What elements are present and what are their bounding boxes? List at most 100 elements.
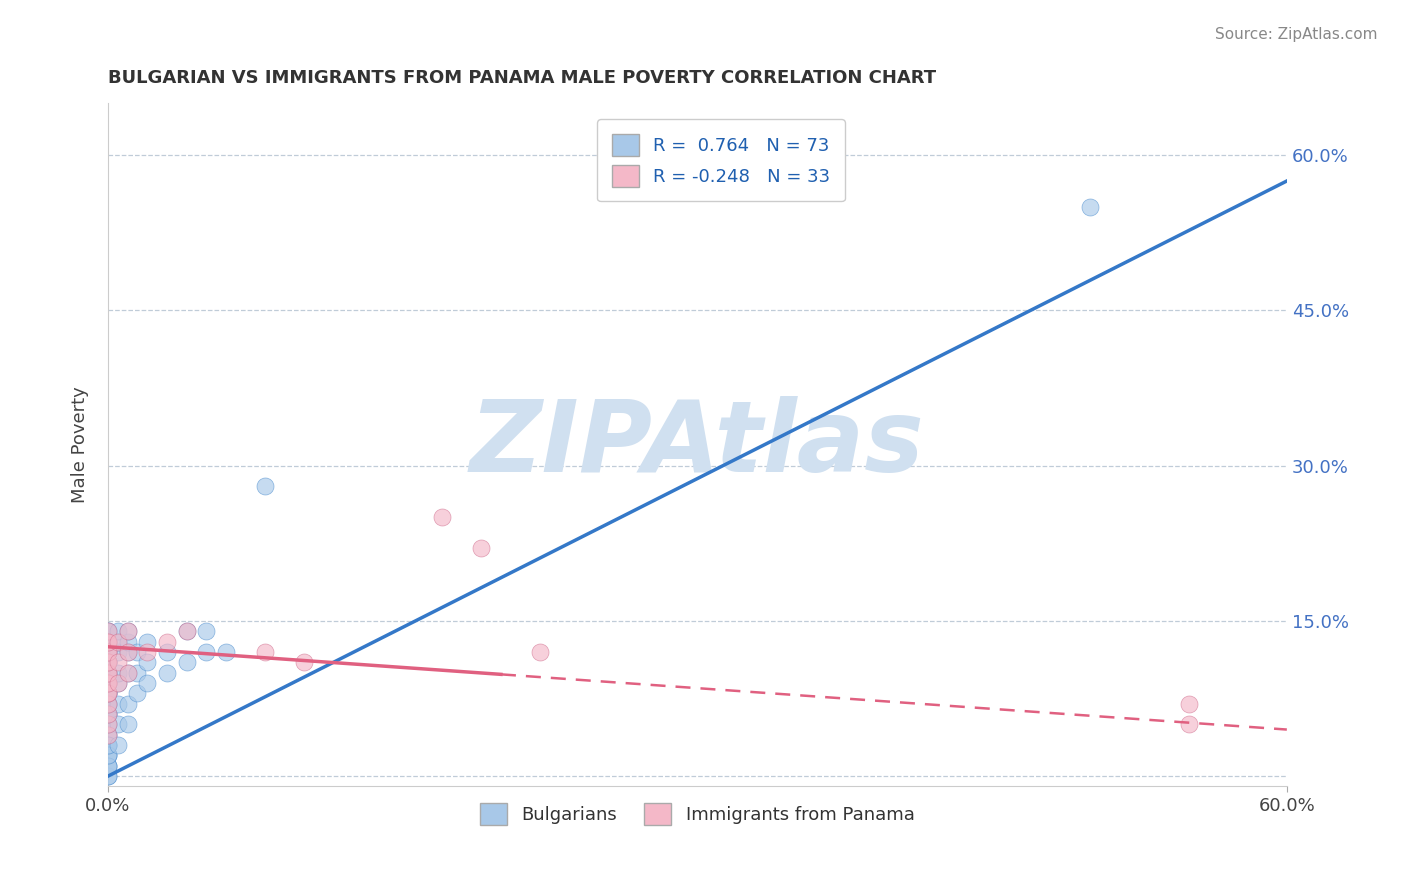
Point — [117, 645, 139, 659]
Point — [107, 655, 129, 669]
Point — [97, 634, 120, 648]
Point — [97, 706, 120, 721]
Point — [176, 655, 198, 669]
Point — [97, 748, 120, 763]
Point — [97, 717, 120, 731]
Point — [1080, 200, 1102, 214]
Point — [430, 510, 453, 524]
Point — [97, 769, 120, 783]
Y-axis label: Male Poverty: Male Poverty — [72, 386, 89, 503]
Point — [117, 717, 139, 731]
Point — [97, 697, 120, 711]
Text: Source: ZipAtlas.com: Source: ZipAtlas.com — [1215, 27, 1378, 42]
Point — [97, 686, 120, 700]
Point — [97, 686, 120, 700]
Point — [127, 686, 149, 700]
Point — [136, 676, 159, 690]
Point — [97, 697, 120, 711]
Point — [136, 634, 159, 648]
Point — [215, 645, 238, 659]
Point — [107, 676, 129, 690]
Point — [107, 738, 129, 752]
Point — [117, 665, 139, 680]
Point — [97, 686, 120, 700]
Point — [97, 655, 120, 669]
Point — [97, 676, 120, 690]
Point — [97, 676, 120, 690]
Point — [470, 541, 492, 556]
Point — [97, 738, 120, 752]
Point — [107, 634, 129, 648]
Point — [97, 758, 120, 772]
Point — [97, 676, 120, 690]
Point — [97, 665, 120, 680]
Point — [97, 728, 120, 742]
Point — [97, 634, 120, 648]
Point — [97, 665, 120, 680]
Point — [176, 624, 198, 639]
Point — [1177, 697, 1199, 711]
Point — [97, 665, 120, 680]
Point — [97, 769, 120, 783]
Point — [97, 634, 120, 648]
Point — [97, 738, 120, 752]
Point — [136, 645, 159, 659]
Point — [97, 645, 120, 659]
Point — [254, 645, 277, 659]
Point — [107, 665, 129, 680]
Point — [107, 624, 129, 639]
Point — [97, 645, 120, 659]
Point — [294, 655, 316, 669]
Point — [97, 728, 120, 742]
Point — [97, 686, 120, 700]
Point — [97, 758, 120, 772]
Point — [117, 645, 139, 659]
Point — [117, 624, 139, 639]
Point — [97, 686, 120, 700]
Point — [97, 624, 120, 639]
Point — [107, 697, 129, 711]
Point — [156, 634, 179, 648]
Point — [97, 728, 120, 742]
Point — [117, 697, 139, 711]
Point — [107, 676, 129, 690]
Point — [136, 655, 159, 669]
Point — [97, 624, 120, 639]
Point — [97, 676, 120, 690]
Point — [97, 645, 120, 659]
Text: ZIPAtlas: ZIPAtlas — [470, 396, 925, 493]
Point — [195, 645, 218, 659]
Point — [107, 634, 129, 648]
Point — [97, 655, 120, 669]
Point — [97, 717, 120, 731]
Point — [1177, 717, 1199, 731]
Point — [97, 758, 120, 772]
Point — [254, 479, 277, 493]
Point — [97, 738, 120, 752]
Point — [176, 624, 198, 639]
Point — [97, 697, 120, 711]
Point — [97, 748, 120, 763]
Point — [97, 655, 120, 669]
Point — [97, 665, 120, 680]
Point — [195, 624, 218, 639]
Point — [156, 645, 179, 659]
Point — [97, 676, 120, 690]
Point — [97, 748, 120, 763]
Legend: Bulgarians, Immigrants from Panama: Bulgarians, Immigrants from Panama — [472, 796, 922, 832]
Point — [97, 655, 120, 669]
Point — [117, 665, 139, 680]
Point — [97, 655, 120, 669]
Point — [97, 624, 120, 639]
Point — [97, 665, 120, 680]
Point — [156, 665, 179, 680]
Point — [127, 645, 149, 659]
Point — [107, 717, 129, 731]
Point — [97, 717, 120, 731]
Point — [97, 706, 120, 721]
Point — [117, 624, 139, 639]
Point — [117, 634, 139, 648]
Point — [97, 634, 120, 648]
Point — [97, 706, 120, 721]
Point — [107, 645, 129, 659]
